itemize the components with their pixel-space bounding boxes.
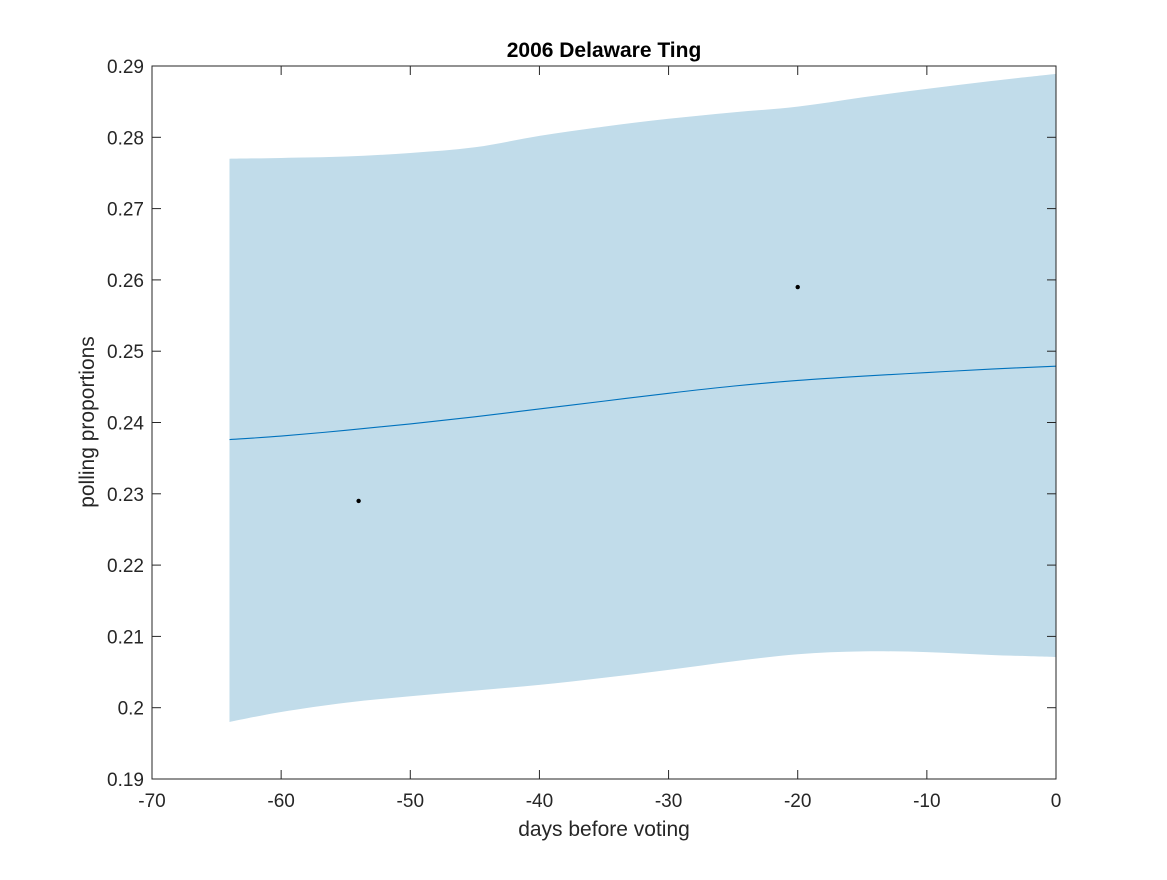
- data-point: [795, 284, 800, 290]
- confidence-band: [229, 73, 1056, 722]
- x-tick-label: -60: [267, 791, 294, 812]
- x-axis-label: days before voting: [518, 818, 690, 841]
- y-axis-label: polling proportions: [76, 336, 99, 508]
- x-tick-label: -40: [526, 791, 553, 812]
- y-tick-label: 0.23: [107, 485, 144, 506]
- x-tick-label: -20: [784, 791, 811, 812]
- x-tick-label: 0: [1051, 791, 1062, 812]
- y-tick-label: 0.29: [107, 57, 144, 78]
- y-tick-label: 0.19: [107, 770, 144, 791]
- y-tick-label: 0.26: [107, 271, 144, 292]
- chart-title: 2006 Delaware Ting: [507, 39, 702, 62]
- x-tick-label: -30: [655, 791, 682, 812]
- y-tick-label: 0.25: [107, 342, 144, 363]
- x-tick-label: -50: [397, 791, 424, 812]
- trend-line: [229, 365, 1057, 441]
- data-point: [356, 498, 361, 504]
- y-tick-label: 0.27: [107, 200, 144, 221]
- x-tick-label: -10: [913, 791, 940, 812]
- y-tick-label: 0.21: [107, 627, 144, 648]
- y-tick-label: 0.22: [107, 556, 144, 577]
- y-tick-label: 0.2: [118, 699, 144, 720]
- x-tick-label: -70: [138, 791, 165, 812]
- y-tick-label: 0.24: [107, 414, 144, 435]
- y-tick-label: 0.28: [107, 128, 144, 149]
